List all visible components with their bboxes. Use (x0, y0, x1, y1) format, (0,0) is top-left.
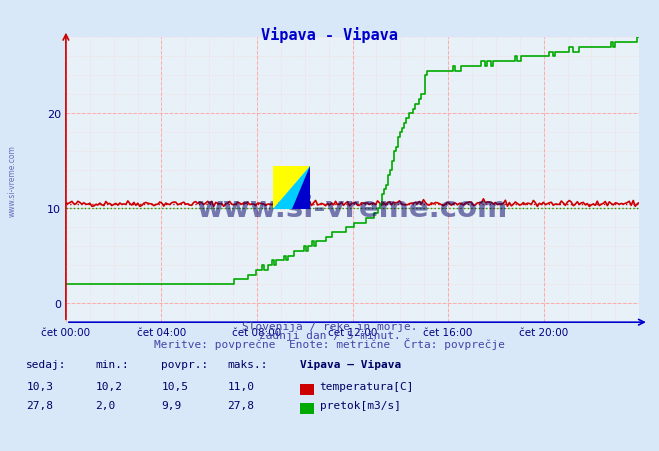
Polygon shape (273, 167, 310, 210)
Text: 10,2: 10,2 (96, 381, 123, 391)
Text: maks.:: maks.: (227, 359, 268, 369)
Text: povpr.:: povpr.: (161, 359, 209, 369)
Text: zadnji dan / 5 minut.: zadnji dan / 5 minut. (258, 330, 401, 340)
Text: min.:: min.: (96, 359, 129, 369)
Text: sedaj:: sedaj: (26, 359, 67, 369)
Text: 9,9: 9,9 (161, 400, 182, 410)
Text: Vipava – Vipava: Vipava – Vipava (300, 359, 401, 369)
Text: pretok[m3/s]: pretok[m3/s] (320, 400, 401, 410)
Text: 27,8: 27,8 (26, 400, 53, 410)
Text: 2,0: 2,0 (96, 400, 116, 410)
Text: 11,0: 11,0 (227, 381, 254, 391)
Text: 27,8: 27,8 (227, 400, 254, 410)
Text: 10,5: 10,5 (161, 381, 188, 391)
Text: www.si-vreme.com: www.si-vreme.com (8, 144, 17, 216)
Text: www.si-vreme.com: www.si-vreme.com (197, 195, 508, 223)
Text: 10,3: 10,3 (26, 381, 53, 391)
Text: temperatura[C]: temperatura[C] (320, 381, 414, 391)
Text: Meritve: povprečne  Enote: metrične  Črta: povprečje: Meritve: povprečne Enote: metrične Črta:… (154, 337, 505, 349)
Polygon shape (273, 167, 310, 210)
Polygon shape (291, 167, 310, 210)
Text: Slovenija / reke in morje.: Slovenija / reke in morje. (242, 321, 417, 331)
Text: Vipava - Vipava: Vipava - Vipava (261, 27, 398, 43)
